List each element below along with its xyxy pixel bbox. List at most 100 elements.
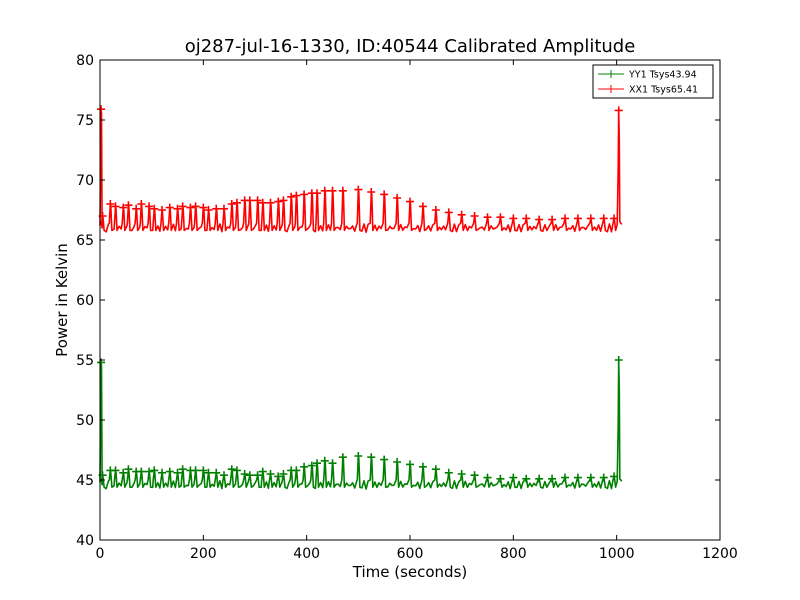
data-point bbox=[145, 467, 154, 476]
legend: YY1 Tsys43.94 XX1 Tsys65.41 bbox=[592, 64, 714, 99]
x-tick-label: 200 bbox=[190, 546, 217, 562]
legend-label-series-1: XX1 Tsys65.41 bbox=[629, 85, 698, 96]
data-point bbox=[137, 467, 146, 476]
data-point bbox=[338, 186, 347, 195]
data-point bbox=[106, 200, 115, 208]
data-point bbox=[145, 202, 154, 211]
x-tick-label: 800 bbox=[500, 546, 527, 562]
data-point bbox=[380, 190, 389, 199]
data-point bbox=[150, 204, 159, 213]
data-point bbox=[279, 196, 288, 205]
data-point bbox=[245, 196, 254, 205]
data-point bbox=[535, 215, 544, 224]
y-tick-label: 65 bbox=[76, 233, 94, 249]
data-point bbox=[132, 204, 141, 213]
data-point bbox=[227, 465, 236, 474]
data-point bbox=[444, 468, 453, 477]
y-tick-label: 80 bbox=[76, 53, 94, 69]
data-point bbox=[204, 468, 213, 477]
data-point bbox=[599, 214, 608, 223]
data-point bbox=[406, 197, 414, 206]
data-point bbox=[470, 212, 479, 220]
y-tick-label: 50 bbox=[76, 413, 94, 429]
data-point bbox=[253, 196, 262, 205]
y-tick-label: 55 bbox=[76, 353, 94, 369]
data-point bbox=[509, 214, 518, 223]
data-point bbox=[470, 471, 479, 480]
data-point bbox=[158, 468, 166, 477]
data-point bbox=[586, 214, 595, 223]
data-point bbox=[240, 470, 249, 478]
data-point bbox=[158, 206, 166, 214]
data-point bbox=[199, 466, 208, 475]
data-point bbox=[173, 204, 182, 213]
x-tick-label: 1200 bbox=[702, 546, 738, 562]
data-point bbox=[279, 470, 288, 478]
data-point bbox=[292, 466, 301, 475]
data-point bbox=[307, 461, 316, 470]
data-point bbox=[165, 203, 174, 212]
x-tick-label: 600 bbox=[397, 546, 424, 562]
ticks-layer: 0 200 400 600 800 1000 1200 40 45 50 55 60 65 70 75 80 bbox=[76, 53, 738, 562]
data-point bbox=[173, 468, 182, 477]
data-point bbox=[212, 468, 221, 477]
data-point bbox=[178, 465, 187, 474]
data-point bbox=[496, 213, 505, 222]
data-point bbox=[245, 471, 254, 480]
data-point bbox=[496, 474, 505, 483]
data-point bbox=[548, 215, 557, 224]
data-point bbox=[220, 204, 228, 213]
series-line-1 bbox=[99, 108, 623, 233]
y-tick-label: 60 bbox=[76, 293, 94, 309]
data-point bbox=[300, 462, 309, 471]
data-point bbox=[274, 197, 283, 206]
data-point bbox=[548, 474, 557, 483]
data-point bbox=[406, 460, 414, 469]
data-point bbox=[266, 470, 275, 478]
data-point bbox=[274, 472, 283, 481]
data-point bbox=[266, 198, 275, 207]
y-axis-label: Power in Kelvin bbox=[53, 243, 71, 357]
series-1 bbox=[97, 105, 623, 233]
data-point bbox=[614, 356, 623, 364]
data-point bbox=[535, 474, 544, 483]
data-point bbox=[313, 189, 321, 198]
x-tick-label: 400 bbox=[293, 546, 320, 562]
data-point bbox=[227, 200, 236, 208]
data-point bbox=[150, 466, 159, 475]
data-point bbox=[137, 200, 146, 208]
data-point bbox=[320, 186, 329, 195]
data-point bbox=[614, 106, 623, 115]
data-point bbox=[111, 466, 120, 475]
data-point bbox=[124, 201, 133, 210]
data-point bbox=[418, 202, 427, 211]
data-point bbox=[610, 214, 619, 223]
data-point bbox=[204, 206, 213, 214]
data-point bbox=[573, 214, 582, 223]
y-tick-label: 75 bbox=[76, 113, 94, 129]
data-point bbox=[610, 472, 619, 481]
data-point bbox=[119, 203, 128, 212]
legend-box bbox=[592, 64, 714, 99]
data-point bbox=[186, 203, 195, 212]
data-point bbox=[561, 214, 569, 223]
data-point bbox=[287, 192, 296, 201]
data-point bbox=[300, 190, 309, 199]
x-tick-label: 1000 bbox=[599, 546, 635, 562]
data-point bbox=[367, 453, 376, 462]
x-axis-label: Time (seconds) bbox=[352, 563, 468, 581]
data-point bbox=[292, 191, 301, 200]
legend-marker-series-0 bbox=[607, 70, 615, 78]
data-point bbox=[483, 473, 492, 482]
data-point bbox=[97, 105, 106, 114]
y-tick-label: 40 bbox=[76, 533, 94, 549]
data-point bbox=[232, 198, 241, 207]
data-point bbox=[258, 467, 267, 476]
data-point bbox=[338, 453, 347, 462]
series-0 bbox=[97, 356, 623, 490]
data-point bbox=[483, 213, 492, 222]
data-point bbox=[328, 459, 337, 468]
data-point bbox=[509, 473, 518, 482]
data-point bbox=[380, 455, 389, 464]
